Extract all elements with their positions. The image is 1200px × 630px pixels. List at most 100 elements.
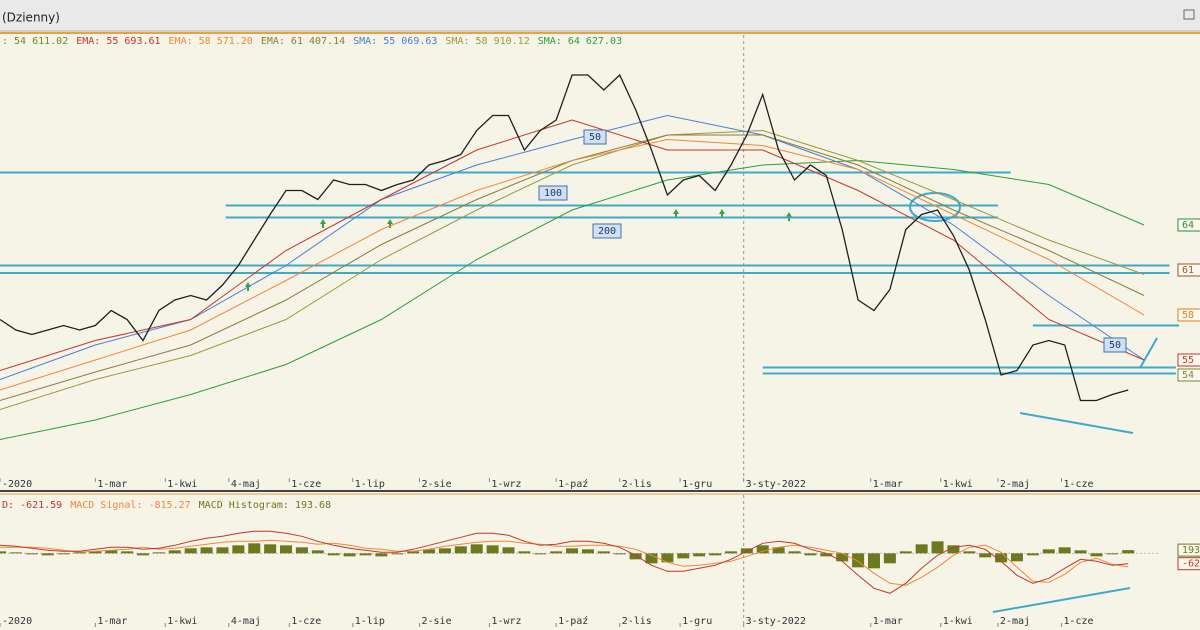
window-button[interactable] [1183,9,1195,20]
histogram-bar [423,549,436,554]
x-tick-label: 1-wrz [491,479,521,490]
x-tick-label: 1-cze [291,616,321,627]
trend-line [1139,337,1158,369]
value-tag [1177,557,1200,571]
value-tag-label: 55 [1182,355,1194,366]
histogram-bar [454,546,467,554]
legend-entry: SMA: 64 627.03 [538,36,622,47]
value-tag-label: 64 [1182,220,1194,231]
histogram-bar [1090,553,1103,557]
histogram-bar [1010,553,1023,562]
value-tag [1177,368,1200,382]
x-tick-label: 1-cze [1063,479,1093,490]
series-line [0,129,1145,410]
histogram-bar [1074,550,1087,554]
histogram-bar [248,543,261,554]
histogram-bar [359,553,372,556]
x-tick-label: 1-paź [558,615,588,627]
histogram-bar [89,551,102,554]
histogram-bar [327,553,340,556]
histogram-bar [486,545,499,554]
histogram-bar [280,545,293,554]
histogram-bar [41,553,54,556]
x-tick-label: 3-sty-2022 [746,616,806,627]
histogram-bar [947,545,960,554]
histogram-bar [1026,553,1039,556]
value-tag-label: 61 [1182,265,1194,276]
histogram-bar [534,553,547,555]
histogram-bar [518,551,531,554]
value-tag-label: 54 [1182,370,1194,381]
histogram-bar [613,553,626,555]
legend-entry: EMA: 58 571.20 [169,36,253,47]
series-line [0,530,1129,594]
histogram-bar [0,551,6,554]
histogram-bar [232,545,245,554]
annotation-box [538,185,568,201]
x-tick-label: 1-kwi [943,616,973,627]
histogram-bar [470,544,483,554]
x-tick-label: 1-mar [873,479,903,490]
histogram-bar [772,547,785,554]
annotation-box [592,223,622,239]
value-tag-label: 58 [1182,310,1194,321]
x-tick-label: 1-paź [558,478,588,490]
annotation-box [1103,337,1127,353]
histogram-bar [105,550,118,554]
series-line [0,119,1145,371]
arrow [673,209,679,218]
annotation: 200 [598,226,616,237]
histogram-bar [836,553,849,562]
histogram-bar [343,553,356,557]
title-bar [0,0,1200,31]
histogram-bar [407,551,420,554]
histogram-bar [756,545,769,554]
x-tick-label: 2-maj [1000,479,1030,490]
x-tick-label: 2-lis [622,479,652,490]
x-tick-label: 2-lis [622,616,652,627]
histogram-bar [820,553,833,557]
histogram-bar [502,547,515,554]
legend-entry: : 54 611.02 [2,36,68,47]
histogram-bar [804,553,817,556]
histogram-bar [709,553,722,556]
value-tag-label: -62 [1182,559,1200,570]
x-tick-label: 3-sty-2022 [746,479,806,490]
histogram-bar [73,552,86,554]
histogram-bar [168,550,181,554]
histogram-bar [979,553,992,558]
legend-entry: D: -621.59 [2,500,62,511]
histogram-bar [915,544,928,554]
histogram-bar [375,553,388,557]
x-tick-label: 2-sie [422,479,452,490]
histogram-bar [391,553,404,555]
x-tick-label: 4-maj [231,479,261,490]
legend-entry: MACD Histogram: 193.68 [199,500,331,511]
histogram-bar [629,553,642,560]
histogram-bar [724,551,737,554]
histogram-bar [788,551,801,554]
highlight-ellipse [909,192,961,222]
histogram-bar [597,551,610,554]
histogram-bar [216,547,229,554]
histogram-bar [963,551,976,554]
histogram-bar [1106,553,1119,555]
histogram-bar [883,553,896,564]
histogram-bar [677,553,690,559]
series-line [0,73,1129,402]
x-tick-label: 2-maj [1000,616,1030,627]
histogram-bar [438,548,451,554]
x-tick-label: 1-kwi [943,479,973,490]
histogram-bar [581,549,594,554]
histogram-bar [9,552,22,554]
histogram-bar [852,553,865,568]
histogram-bar [661,553,674,563]
histogram-bar [1122,550,1135,554]
histogram-bar [931,541,944,554]
x-tick-label: 2-sie [422,616,452,627]
histogram-bar [645,553,658,564]
legend-entry: EMA: 61 407.14 [261,36,345,47]
